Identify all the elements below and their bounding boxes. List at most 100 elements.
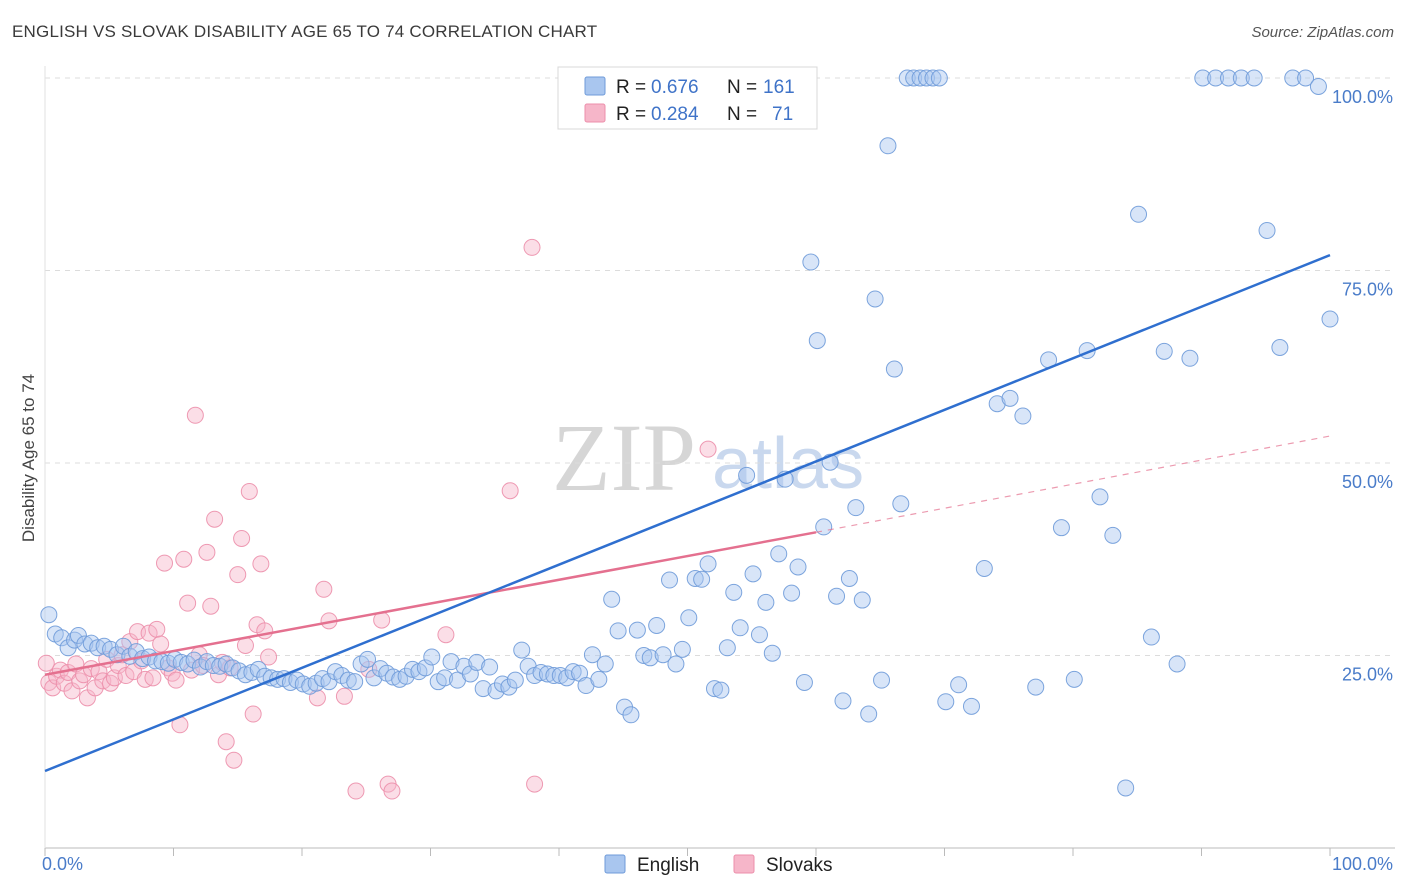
english-point (1091, 488, 1109, 506)
slovak-point (152, 635, 170, 653)
bottom-legend-slovak-swatch (733, 854, 755, 874)
slovak-trend-line (44, 531, 817, 676)
english-point (860, 705, 878, 723)
x-tick-label: 100.0% (1332, 854, 1393, 874)
slovak-point (202, 597, 220, 615)
english-point (680, 609, 698, 627)
english-point (442, 653, 460, 671)
english-point (898, 69, 916, 87)
english-point (654, 646, 672, 664)
bottom-legend: English Slovaks (604, 854, 833, 876)
english-point (905, 69, 923, 87)
english-point (500, 678, 518, 696)
slovak-point (225, 751, 243, 769)
english-point (789, 558, 807, 576)
english-point (770, 545, 788, 563)
english-point (962, 697, 980, 715)
english-point (1168, 655, 1186, 673)
english-point (808, 332, 826, 350)
english-point (673, 640, 691, 658)
slovak-point (233, 529, 251, 547)
slovak-point (335, 687, 353, 705)
english-point (705, 680, 723, 698)
english-point (53, 629, 71, 647)
english-point (1284, 69, 1302, 87)
english-point (866, 290, 884, 308)
english-point (545, 667, 563, 685)
english-point (1297, 69, 1315, 87)
english-point (40, 606, 58, 624)
english-point (641, 649, 659, 667)
slovak-point (206, 510, 224, 528)
english-point (988, 395, 1006, 413)
slovak-point (175, 550, 193, 568)
english-point (185, 651, 203, 669)
english-point (114, 637, 132, 655)
slovak-point (167, 671, 185, 689)
chart-title: ENGLISH VS SLOVAK DISABILITY AGE 65 TO 7… (12, 22, 598, 41)
english-point (346, 673, 364, 691)
english-point (750, 626, 768, 644)
english-point (236, 666, 254, 684)
slovak-point (501, 482, 519, 500)
english-point (725, 583, 743, 601)
trend-lines (44, 253, 1331, 773)
slovak-point (148, 620, 166, 638)
legend-english-n-label: N = (727, 77, 757, 98)
english-point (397, 667, 415, 685)
slovak-series (37, 238, 717, 800)
english-point (1142, 628, 1160, 646)
english-point (738, 466, 756, 484)
english-point (211, 657, 229, 675)
y-tick-label: 50.0% (1342, 472, 1393, 492)
english-point (873, 671, 891, 689)
bottom-legend-english-swatch (604, 854, 626, 874)
legend-english-r-label: R = (616, 77, 646, 98)
english-point (89, 639, 107, 657)
slovak-point (240, 482, 258, 500)
english-point (108, 646, 126, 664)
slovak-point (144, 669, 162, 687)
english-point (635, 647, 653, 664)
axes: 25.0% 50.0% 75.0% 100.0% 0.0% 100.0% (42, 66, 1395, 874)
english-point (532, 663, 550, 681)
english-point (1027, 678, 1045, 696)
english-point (1001, 389, 1019, 407)
y-tick-label: 25.0% (1342, 665, 1393, 685)
english-point (147, 652, 165, 670)
slovak-point (315, 580, 333, 598)
english-point (590, 670, 608, 688)
x-tick-label: 0.0% (42, 854, 83, 874)
english-point (603, 590, 621, 608)
watermark-atlas: atlas (712, 424, 864, 504)
slovak-point (186, 406, 204, 424)
slovak-point (260, 648, 278, 666)
legend-slovak-n-label: N = (727, 104, 757, 125)
english-point (757, 593, 775, 611)
english-point (661, 571, 679, 589)
english-point (853, 591, 871, 609)
legend-slovak-r-label: R = (616, 104, 646, 125)
english-point (802, 253, 820, 271)
english-point (834, 692, 852, 710)
english-point (718, 639, 736, 657)
english-point (1321, 310, 1339, 328)
english-point (924, 69, 942, 87)
english-point (487, 682, 505, 700)
english-point (127, 643, 145, 661)
english-point (892, 495, 910, 513)
slovak-point (229, 566, 247, 584)
slovak-point (217, 733, 235, 751)
english-point (294, 675, 312, 693)
slovak-point (526, 775, 544, 793)
english-point (1219, 69, 1237, 87)
legend-english-swatch (584, 76, 606, 96)
english-point (468, 653, 486, 671)
english-point (847, 499, 865, 517)
slovak-point (437, 626, 455, 644)
english-point (918, 69, 936, 87)
english-point (339, 671, 357, 689)
english-point (1014, 407, 1032, 425)
slovak-point (37, 654, 55, 672)
english-point (365, 669, 383, 687)
